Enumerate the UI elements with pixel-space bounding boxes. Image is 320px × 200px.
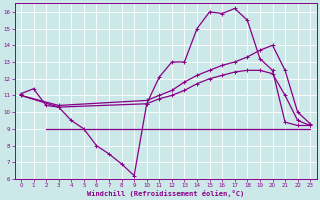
X-axis label: Windchill (Refroidissement éolien,°C): Windchill (Refroidissement éolien,°C)	[87, 190, 244, 197]
